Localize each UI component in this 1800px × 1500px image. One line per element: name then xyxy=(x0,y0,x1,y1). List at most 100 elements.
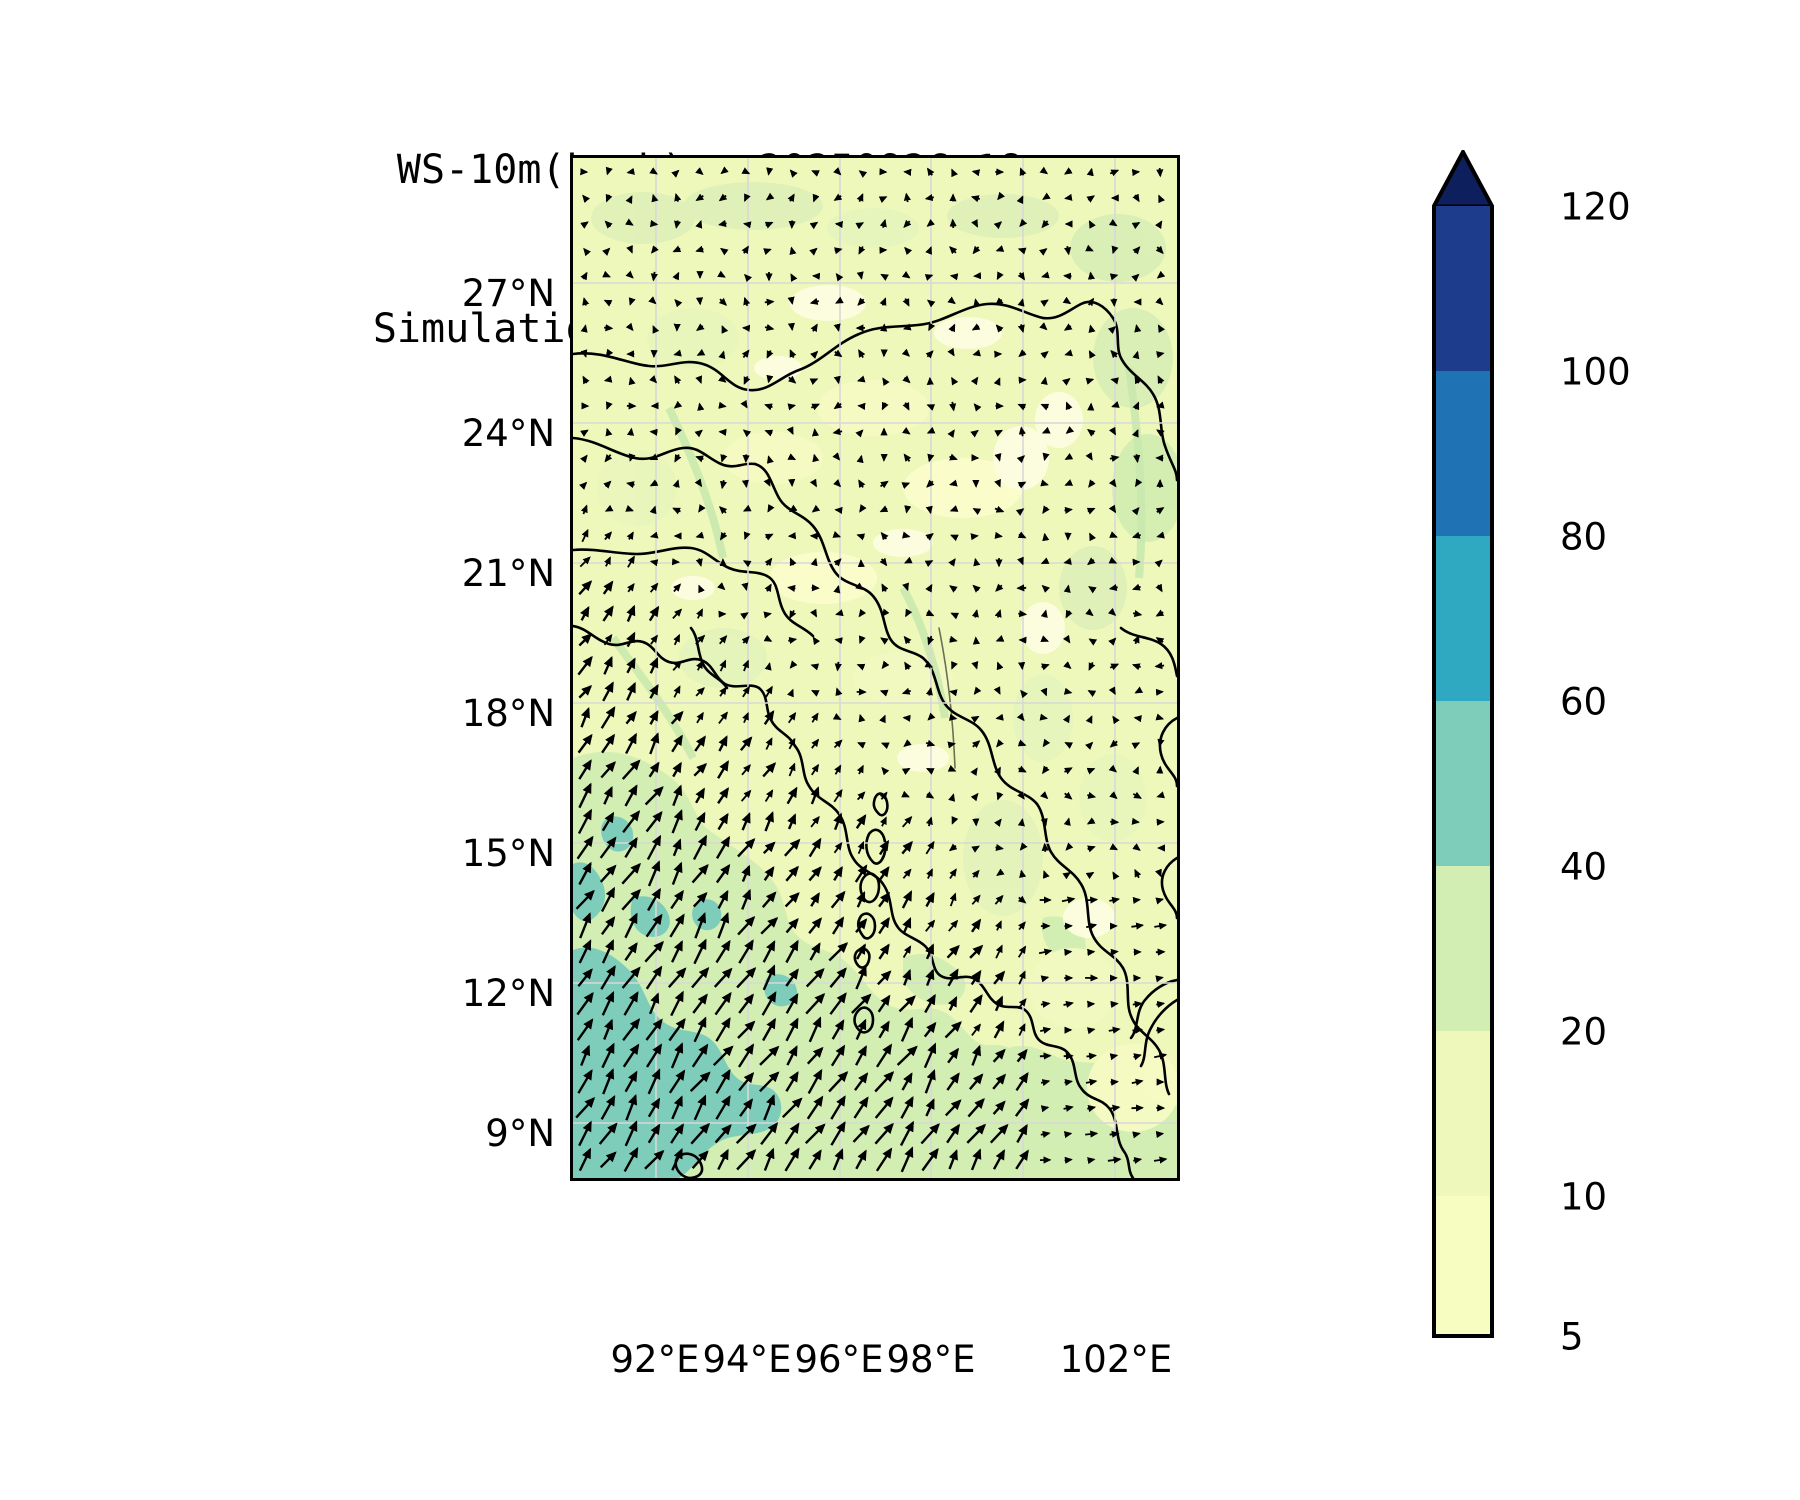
wind-vector xyxy=(627,555,635,568)
wind-vector xyxy=(1042,452,1050,462)
colorbar-label-10: 10 xyxy=(1560,1175,1608,1219)
wind-vector xyxy=(764,662,772,671)
wind-vector xyxy=(645,810,663,833)
wind-vector xyxy=(947,1047,960,1064)
wind-vector xyxy=(691,863,709,884)
wind-vector xyxy=(1156,270,1166,279)
wind-vector xyxy=(874,1071,895,1093)
wind-vector xyxy=(1108,583,1118,592)
wind-vector xyxy=(1155,868,1162,878)
wind-vector xyxy=(624,1070,638,1093)
wind-vector xyxy=(925,687,933,696)
wind-vector xyxy=(948,558,956,567)
wind-vector xyxy=(1155,1130,1165,1139)
wind-vector xyxy=(672,245,682,253)
wind-vector xyxy=(1040,635,1050,642)
wind-vector xyxy=(766,167,774,176)
wind-vector xyxy=(994,429,1003,437)
wind-vector xyxy=(994,531,1003,539)
wind-vector xyxy=(578,939,592,964)
wind-vector xyxy=(693,1094,707,1121)
wind-vector xyxy=(1016,712,1025,722)
ytick-27N: 27°N xyxy=(461,272,555,315)
wind-vector xyxy=(831,1019,845,1040)
colorbar-extend-arrow xyxy=(1432,150,1494,208)
wind-vector xyxy=(577,1069,593,1094)
wind-vector xyxy=(1041,219,1050,229)
wind-vector xyxy=(787,813,797,830)
wind-vector xyxy=(598,1122,618,1145)
map-plot-area xyxy=(570,155,1180,1181)
wind-vector xyxy=(1017,895,1027,904)
wind-vector xyxy=(718,350,726,360)
wind-vector xyxy=(671,861,683,886)
wind-vector xyxy=(740,612,749,620)
wind-vector xyxy=(994,478,1001,488)
wind-vector xyxy=(739,1098,754,1117)
wind-vector xyxy=(1017,791,1025,800)
wind-vector xyxy=(949,453,958,461)
wind-vector xyxy=(787,688,794,698)
wind-vector xyxy=(674,193,682,202)
wind-vector xyxy=(1107,326,1117,335)
wind-vector xyxy=(1063,661,1072,670)
wind-vector xyxy=(875,1147,893,1172)
wind-vector xyxy=(600,1095,616,1120)
wind-vector xyxy=(1109,454,1120,462)
wind-vector xyxy=(879,480,889,489)
wind-vector xyxy=(690,1122,710,1145)
wind-vector xyxy=(625,322,634,332)
wind-vector xyxy=(736,1149,757,1171)
wind-vector xyxy=(811,504,821,513)
wind-vector xyxy=(718,711,728,724)
xtick-96E: 96°E xyxy=(794,1338,884,1381)
wind-vector xyxy=(926,404,936,411)
wind-vector xyxy=(880,816,887,827)
wind-vector xyxy=(855,965,867,990)
wind-vector xyxy=(830,1044,846,1067)
wind-vector xyxy=(694,429,703,438)
wind-vector xyxy=(645,913,663,938)
wind-vector xyxy=(949,892,957,907)
wind-vector xyxy=(1088,638,1098,646)
wind-vector xyxy=(600,761,616,779)
wind-vector xyxy=(604,531,613,541)
wind-vector xyxy=(950,612,960,620)
wind-vector xyxy=(809,247,818,256)
wind-vector xyxy=(1132,246,1141,255)
colorbar-band-60-80 xyxy=(1434,536,1492,701)
wind-vector xyxy=(737,915,756,936)
wind-vector xyxy=(784,838,801,857)
wind-vector xyxy=(784,892,800,908)
wind-vector xyxy=(646,834,662,861)
wind-vector xyxy=(740,399,748,409)
wind-vector xyxy=(1063,1000,1074,1008)
wind-vector xyxy=(578,685,593,699)
wind-vector xyxy=(645,1043,663,1068)
wind-vector xyxy=(696,608,704,619)
wind-vector xyxy=(808,837,822,858)
wind-vector xyxy=(948,323,956,333)
wind-vector xyxy=(767,503,775,513)
wind-vector xyxy=(874,1096,894,1119)
wind-vector xyxy=(1019,869,1027,879)
wind-vector xyxy=(715,863,731,884)
ytick-15N: 15°N xyxy=(461,832,555,875)
wind-vector xyxy=(992,1149,1006,1170)
wind-vector xyxy=(695,220,703,229)
wind-vector xyxy=(925,739,936,747)
wind-vector xyxy=(692,892,708,908)
wind-vector xyxy=(901,890,913,909)
wind-vector xyxy=(993,377,1001,386)
wind-vector xyxy=(742,221,752,229)
wind-vector xyxy=(901,687,912,695)
wind-vector xyxy=(904,505,912,514)
wind-vector xyxy=(764,533,774,541)
wind-vector xyxy=(713,967,733,988)
wind-vector xyxy=(1085,871,1095,880)
wind-vector xyxy=(878,866,890,881)
wind-vector xyxy=(973,686,982,695)
wind-vector xyxy=(1156,429,1165,437)
wind-vector xyxy=(1132,1026,1144,1034)
wind-vector xyxy=(994,995,1004,1012)
